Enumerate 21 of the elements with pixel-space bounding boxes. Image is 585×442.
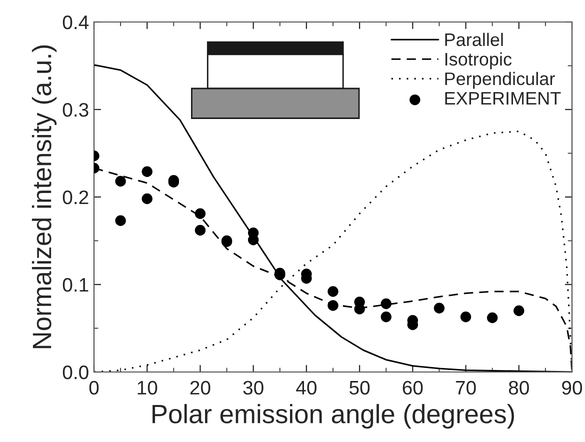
y-tick-label: 0.1 (62, 278, 88, 292)
x-axis-title: Polar emission angle (degrees) (152, 404, 514, 429)
x-tick-label: 20 (190, 380, 210, 395)
x-tick-label: 50 (350, 380, 370, 395)
x-tick-label: 70 (456, 380, 476, 395)
y-tick-label: 0.4 (62, 15, 89, 30)
x-tick-label: 0 (89, 380, 99, 395)
x-tick-label: 80 (508, 380, 529, 395)
legend-label: EXPERIMENT (445, 92, 561, 105)
y-tick-label: 0.0 (62, 365, 88, 380)
y-tick-label: 0.3 (62, 102, 88, 117)
legend-label: Isotropic (445, 52, 512, 70)
legend-label: Perpendicular (445, 72, 555, 89)
y-axis-title: Normalized intensity (a.u.) (32, 45, 57, 348)
y-tick-label: 0.2 (62, 190, 88, 204)
x-tick-label: 60 (402, 380, 423, 395)
x-tick-label: 10 (138, 380, 158, 395)
x-tick-label: 40 (296, 380, 316, 395)
x-tick-label: 90 (562, 380, 582, 395)
x-tick-label: 30 (243, 380, 264, 395)
legend-label: Parallel (445, 32, 503, 46)
